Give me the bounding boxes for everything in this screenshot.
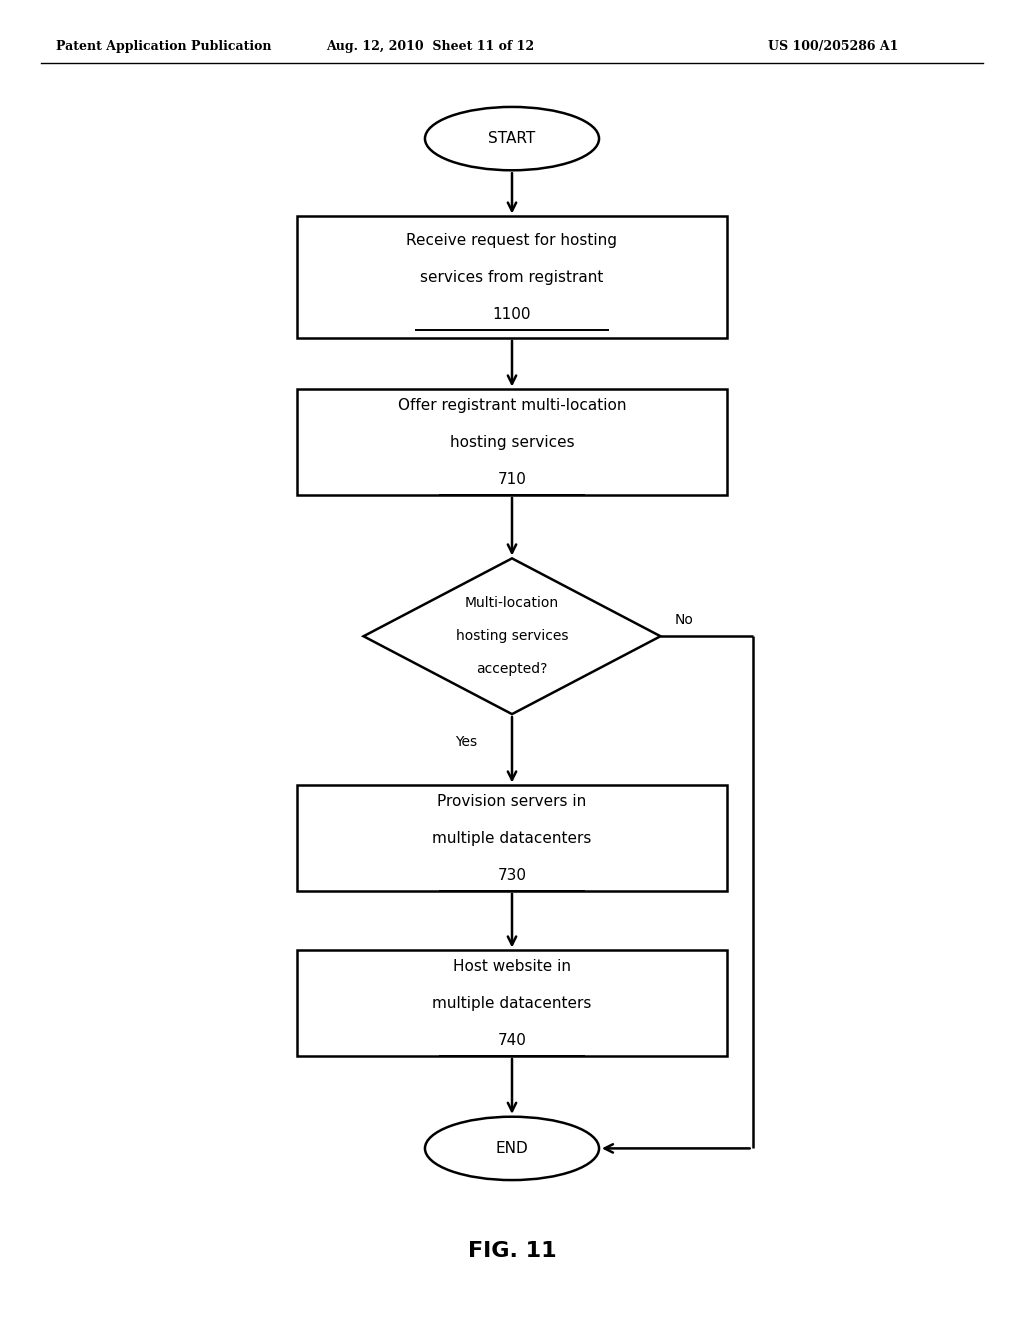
Text: US 100/205286 A1: US 100/205286 A1 xyxy=(768,40,898,53)
Text: services from registrant: services from registrant xyxy=(420,269,604,285)
Bar xyxy=(297,950,727,1056)
Text: FIG. 11: FIG. 11 xyxy=(468,1241,556,1262)
Text: accepted?: accepted? xyxy=(476,663,548,676)
Text: hosting services: hosting services xyxy=(450,434,574,450)
Text: Provision servers in: Provision servers in xyxy=(437,793,587,809)
Text: START: START xyxy=(488,131,536,147)
Text: Aug. 12, 2010  Sheet 11 of 12: Aug. 12, 2010 Sheet 11 of 12 xyxy=(326,40,535,53)
Text: 730: 730 xyxy=(498,867,526,883)
Text: multiple datacenters: multiple datacenters xyxy=(432,830,592,846)
Text: No: No xyxy=(675,614,693,627)
Bar xyxy=(297,216,727,338)
Text: 1100: 1100 xyxy=(493,306,531,322)
Text: multiple datacenters: multiple datacenters xyxy=(432,995,592,1011)
Text: Offer registrant multi-location: Offer registrant multi-location xyxy=(397,397,627,413)
Text: Host website in: Host website in xyxy=(453,958,571,974)
Bar xyxy=(297,389,727,495)
Text: Yes: Yes xyxy=(455,735,477,748)
Text: 710: 710 xyxy=(498,471,526,487)
Text: Multi-location: Multi-location xyxy=(465,597,559,610)
Text: Receive request for hosting: Receive request for hosting xyxy=(407,232,617,248)
Text: 740: 740 xyxy=(498,1032,526,1048)
Text: hosting services: hosting services xyxy=(456,630,568,643)
Text: Patent Application Publication: Patent Application Publication xyxy=(56,40,271,53)
Bar xyxy=(297,785,727,891)
Text: END: END xyxy=(496,1140,528,1156)
